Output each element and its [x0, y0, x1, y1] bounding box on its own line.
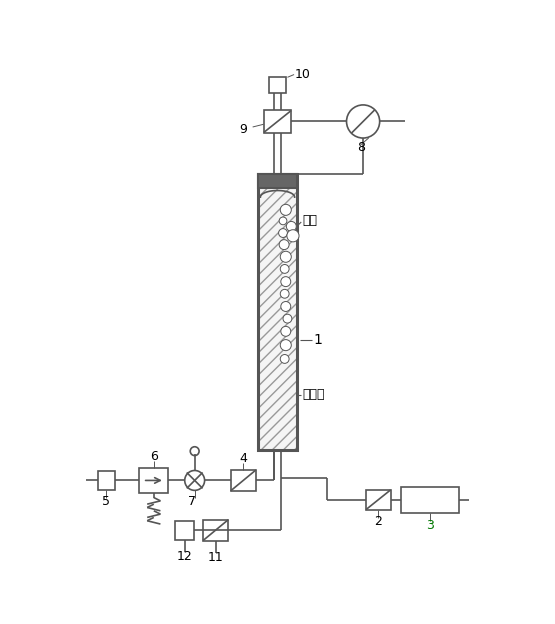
Text: 吸收液: 吸收液 [302, 388, 325, 401]
Bar [264, 110, 291, 132]
Circle shape [280, 251, 291, 262]
Bar [139, 468, 168, 493]
Circle shape [283, 314, 292, 323]
Circle shape [287, 230, 299, 242]
Text: 2: 2 [374, 515, 382, 529]
Circle shape [279, 228, 287, 238]
Circle shape [280, 339, 291, 351]
Bar [366, 490, 391, 510]
Bar [258, 174, 297, 450]
Text: 5: 5 [102, 495, 110, 509]
Circle shape [280, 290, 289, 298]
Text: 气泡: 气泡 [302, 215, 317, 227]
Bar [258, 174, 297, 450]
Text: 7: 7 [188, 495, 196, 508]
Bar [230, 470, 256, 491]
Circle shape [281, 326, 291, 336]
Bar [269, 77, 286, 93]
Text: 3: 3 [426, 519, 433, 532]
Bar [401, 487, 458, 513]
Circle shape [281, 301, 291, 311]
Circle shape [286, 222, 296, 232]
Circle shape [279, 217, 287, 225]
Bar [258, 174, 297, 188]
Text: 4: 4 [239, 452, 247, 466]
Text: 9: 9 [239, 124, 247, 136]
Text: 10: 10 [295, 68, 310, 81]
Text: 1: 1 [314, 333, 322, 346]
Bar [203, 520, 228, 540]
Circle shape [280, 204, 291, 215]
Circle shape [280, 354, 289, 363]
Bar [98, 471, 114, 490]
Circle shape [281, 276, 291, 286]
Text: 12: 12 [177, 550, 193, 563]
Circle shape [279, 240, 289, 250]
Text: 8: 8 [357, 142, 366, 155]
Text: 6: 6 [150, 450, 158, 463]
Circle shape [280, 265, 289, 273]
Bar [175, 521, 194, 540]
Text: 11: 11 [208, 551, 224, 563]
